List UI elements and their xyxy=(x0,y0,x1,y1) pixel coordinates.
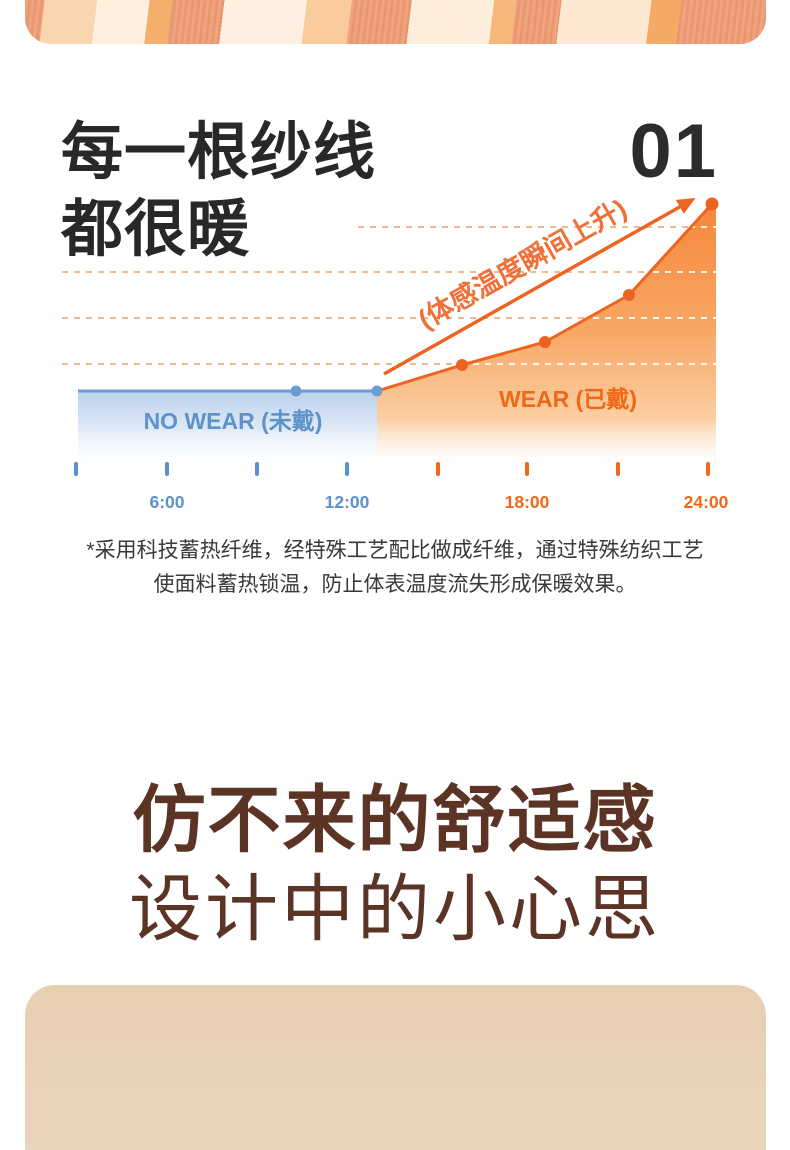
no-wear-area xyxy=(78,391,377,457)
page-title-line2: 都很暖 xyxy=(61,195,251,264)
footnote-line2: 使面料蓄热锁温，防止体表温度流失形成保暖效果。 xyxy=(153,573,637,596)
no-wear-dots xyxy=(290,385,383,397)
next-section-panel xyxy=(25,985,766,1150)
x-axis-labels: 6:00 12:00 18:00 24:00 xyxy=(149,492,728,512)
chart-gridlines-inside-area xyxy=(377,226,716,365)
x-label-12: 12:00 xyxy=(325,492,370,512)
subtitle-bold: 仿不来的舒适感 xyxy=(132,780,658,861)
section-number: 01 xyxy=(629,109,718,194)
x-label-18: 18:00 xyxy=(505,492,550,512)
fabric-yarn-image xyxy=(25,0,766,44)
wear-label: WEAR (已戴) xyxy=(499,386,637,412)
x-label-24: 24:00 xyxy=(684,492,729,512)
wear-dots xyxy=(456,197,719,371)
chart-annotation: (体感温度瞬间上升) xyxy=(413,193,632,335)
no-wear-label: NO WEAR (未戴) xyxy=(144,408,323,434)
trend-arrow-icon xyxy=(383,198,696,376)
page-title-line1: 每一根纱线 xyxy=(61,118,377,187)
x-label-6: 6:00 xyxy=(149,492,184,512)
subtitle-light: 设计中的小心思 xyxy=(129,869,661,950)
footnote-line1: *采用科技蓄热纤维，经特殊工艺配比做成纤维，通过特殊纺织工艺 xyxy=(86,539,704,562)
wear-area xyxy=(377,204,716,457)
page-title: 每一根纱线 都很暖 xyxy=(61,114,376,268)
wear-line xyxy=(376,202,714,393)
footnote: *采用科技蓄热纤维，经特殊工艺配比做成纤维，通过特殊纺织工艺 使面料蓄热锁温，防… xyxy=(0,534,790,602)
x-axis-ticks xyxy=(74,462,710,476)
